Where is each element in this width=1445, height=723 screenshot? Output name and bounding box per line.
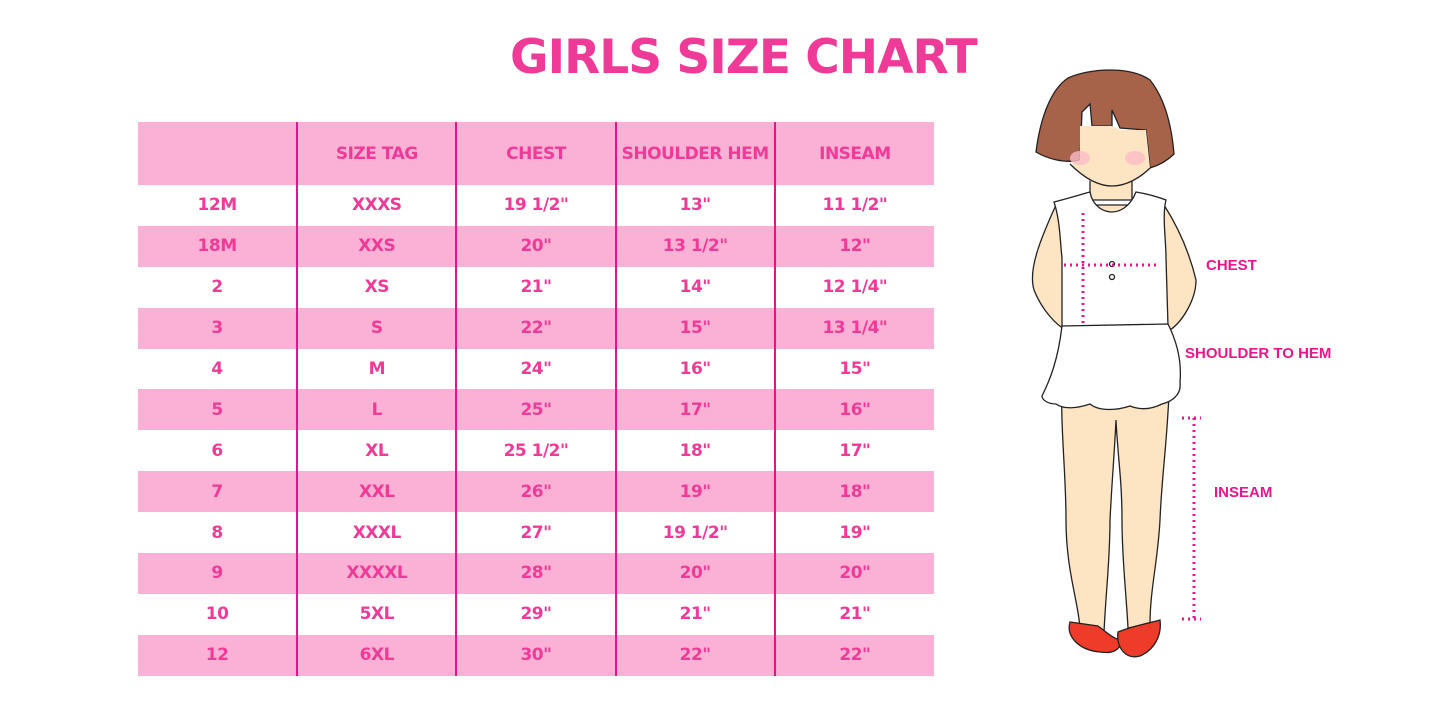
table-cell: 30" [455, 634, 616, 676]
table-row: 12M XXXS 19 1/2" 13" 11 1/2" [138, 185, 934, 226]
table-cell: 5XL [296, 593, 457, 635]
table-cell: 19" [614, 471, 775, 513]
table-cell: 13 1/4" [773, 307, 934, 349]
button-icon [1108, 273, 1116, 281]
table-cell: 28" [455, 553, 616, 594]
table-cell: 20" [455, 225, 616, 267]
table-cell: 12" [773, 225, 934, 267]
table-cell: 5 [211, 399, 223, 420]
table-cell: 18M [197, 236, 238, 257]
inseam-label: INSEAM [1214, 484, 1272, 501]
size-table: SIZE TAG CHEST SHOULDER HEM INSEAM 12M XXXS 1… [138, 122, 934, 676]
table-cell: 11 1/2" [773, 185, 934, 226]
table-cell: 20" [614, 553, 775, 594]
table-row: 9 XXXXL 28" 20" 20" [138, 553, 934, 594]
cheek [1070, 151, 1090, 165]
table-cell: S [296, 307, 457, 349]
table-row: 18M XXS 20" 13 1/2" 12" [138, 225, 934, 267]
table-cell: XL [296, 430, 457, 472]
table-cell: 12 [205, 645, 229, 666]
table-cell: 9 [211, 563, 223, 584]
table-cell: XXXL [296, 512, 457, 554]
table-cell: 24" [455, 348, 616, 390]
right-shoe [1117, 619, 1161, 658]
table-cell: 14" [614, 266, 775, 308]
table-body: 12M XXXS 19 1/2" 13" 11 1/2" 18M XXS 20" 13 1/2"… [138, 185, 934, 676]
table-header-row: SIZE TAG CHEST SHOULDER HEM INSEAM [138, 122, 934, 185]
table-cell: 22" [614, 634, 775, 676]
shoulder-to-hem-label: SHOULDER TO HEM [1185, 345, 1331, 362]
table-row: 7 XXL 26" 19" 18" [138, 471, 934, 513]
left-shoe [1068, 621, 1121, 654]
table-cell: 16" [773, 389, 934, 431]
column-header: INSEAM [773, 122, 934, 185]
table-cell: 13" [614, 185, 775, 226]
top [1053, 191, 1169, 329]
table-cell: 25" [455, 389, 616, 431]
table-cell: 26" [455, 471, 616, 513]
table-cell: 19 1/2" [614, 512, 775, 554]
cheek [1125, 151, 1145, 165]
table-cell: 15" [614, 307, 775, 349]
table-cell: 13 1/2" [614, 225, 775, 267]
column-header: SIZE TAG [296, 122, 457, 185]
table-row: 2 XS 21" 14" 12 1/4" [138, 266, 934, 308]
table-cell: 22" [773, 634, 934, 676]
table-cell: 22" [455, 307, 616, 349]
table-row: 10 5XL 29" 21" 21" [138, 593, 934, 635]
table-cell: 27" [455, 512, 616, 554]
skirt [1041, 323, 1182, 411]
table-cell: 4 [211, 359, 223, 379]
table-cell: M [296, 348, 457, 390]
column-header: SHOULDER HEM [614, 122, 775, 185]
table-cell: 20" [773, 553, 934, 594]
table-cell: XXS [296, 225, 457, 267]
title-text: GIRLS SIZE CHART [510, 30, 978, 85]
table-cell: XXXXL [296, 553, 457, 594]
table-row: 3 S 22" 15" 13 1/4" [138, 307, 934, 349]
table-cell: 21" [614, 593, 775, 635]
table-cell: 6XL [296, 634, 457, 676]
table-cell: 7 [211, 481, 223, 502]
table-cell: 8 [211, 522, 223, 543]
table-cell: 18" [773, 471, 934, 513]
table-cell: 21" [455, 266, 616, 308]
table-cell: 21" [773, 593, 934, 635]
table-cell: 17" [773, 430, 934, 472]
column-header: CHEST [455, 122, 616, 185]
table-cell: 19" [773, 512, 934, 554]
table-cell: 29" [455, 593, 616, 635]
table-cell: 17" [614, 389, 775, 431]
table-cell: 12M [197, 195, 238, 216]
table-cell: 10 [205, 604, 229, 625]
table-cell: 12 1/4" [773, 266, 934, 308]
table-row: 8 XXXL 27" 19 1/2" 19" [138, 512, 934, 554]
table-cell: 2 [211, 277, 223, 298]
table-cell: 15" [773, 348, 934, 390]
table-row: 6 XL 25 1/2" 18" 17" [138, 430, 934, 472]
table-cell: 18" [614, 430, 775, 472]
chest-label: CHEST [1206, 257, 1257, 274]
table-cell: 3 [211, 318, 223, 339]
table-cell: 19 1/2" [455, 185, 616, 226]
table-cell: XXL [296, 471, 457, 513]
table-row: 5 L 25" 17" 16" [138, 389, 934, 431]
legs [1060, 369, 1171, 633]
table-cell: 16" [614, 348, 775, 390]
table-cell: 6 [211, 440, 223, 461]
table-row: 4 M 24" 16" 15" [138, 348, 934, 390]
table-cell: XXXS [296, 185, 457, 226]
table-cell: 25 1/2" [455, 430, 616, 472]
table-cell: L [296, 389, 457, 431]
face [1072, 126, 1150, 187]
table-cell: XS [296, 266, 457, 308]
table-row: 12 6XL 30" 22" 22" [138, 634, 934, 676]
